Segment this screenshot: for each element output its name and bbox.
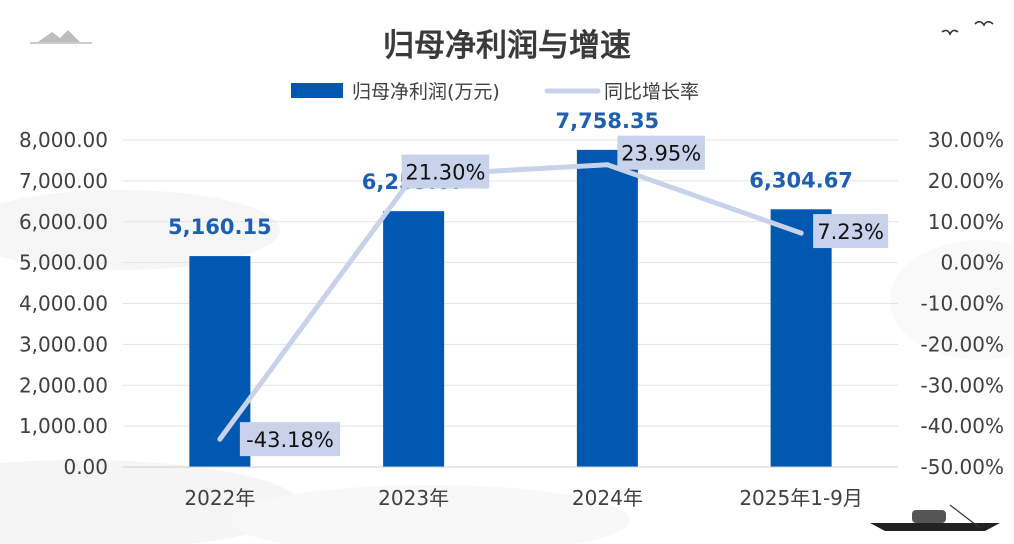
line-data-label: 21.30% (405, 161, 485, 185)
legend: 归母净利润(万元) 同比增长率 (291, 81, 699, 103)
line-point (604, 162, 610, 168)
right-axis-tick-label: -50.00% (921, 455, 1004, 479)
bar-series (189, 149, 832, 467)
right-axis-tick-label: 10.00% (928, 210, 1004, 234)
x-axis: 2022年 2023年 2024年 2025年1-9月 (123, 466, 898, 510)
line-data-labels: -43.18% 21.30% 23.95% 7.23% (239, 135, 889, 457)
left-axis-tick-label: 5,000.00 (19, 251, 108, 275)
growth-line (217, 162, 804, 442)
bar (770, 209, 832, 467)
birds-icon (941, 20, 994, 36)
line-data-label: 23.95% (621, 142, 701, 166)
right-axis-tick-label: -40.00% (921, 414, 1004, 438)
bar-data-label: 6,304.67 (749, 168, 853, 192)
left-axis: 0.00 1,000.00 2,000.00 3,000.00 4,000.00 5,00… (19, 128, 108, 479)
boat-icon (870, 504, 1000, 531)
x-axis-tick-label: 2023年 (378, 486, 449, 510)
left-axis-tick-label: 2,000.00 (19, 373, 108, 397)
ink-landscape-decoration (0, 190, 1014, 544)
line-point (798, 230, 804, 236)
line-data-label-box (813, 214, 889, 249)
line-series (217, 162, 804, 442)
line-data-label: -43.18% (246, 428, 334, 452)
chart-title: 归母净利润与增速 (383, 28, 631, 64)
left-axis-tick-label: 1,000.00 (19, 414, 108, 438)
right-axis-tick-label: 30.00% (928, 128, 1004, 152)
left-axis-tick-label: 3,000.00 (19, 332, 108, 356)
left-axis-tick-label: 8,000.00 (19, 128, 108, 152)
legend-swatch-bar (291, 83, 343, 98)
line-data-label-box (617, 135, 705, 170)
bar-data-label: 7,758.35 (556, 109, 660, 133)
bar-data-label: 5,160.15 (168, 215, 272, 239)
left-axis-tick-label: 4,000.00 (19, 292, 108, 316)
legend-label-growth: 同比增长率 (604, 81, 699, 103)
right-axis-tick-label: -30.00% (921, 373, 1004, 397)
line-data-label-box (401, 154, 490, 189)
legend-label-profit: 归母净利润(万元) (352, 81, 500, 103)
bar-data-labels: 5,160.156,259.077,758.356,304.67 (168, 109, 853, 239)
right-axis-tick-label: 0.00% (940, 251, 1004, 275)
left-axis-tick-label: 6,000.00 (19, 210, 108, 234)
x-axis-tick-label: 2022年 (184, 486, 255, 510)
bar (576, 149, 638, 467)
mountain-icon (30, 30, 92, 44)
right-axis-tick-label: -20.00% (921, 332, 1004, 356)
line-data-label: 7.23% (817, 220, 884, 244)
left-axis-tick-label: 7,000.00 (19, 169, 108, 193)
right-axis: -50.00% -40.00% -30.00% -20.00% -10.00% 0.00%… (921, 128, 1004, 479)
right-axis-tick-label: -10.00% (921, 292, 1004, 316)
right-axis-tick-label: 20.00% (928, 169, 1004, 193)
bar (383, 211, 445, 467)
line-data-label-box (239, 422, 341, 457)
x-axis-tick-label: 2024年 (572, 486, 643, 510)
left-axis-tick-label: 0.00 (63, 455, 108, 479)
x-axis-tick-label: 2025年1-9月 (739, 486, 863, 510)
line-point (217, 436, 223, 442)
